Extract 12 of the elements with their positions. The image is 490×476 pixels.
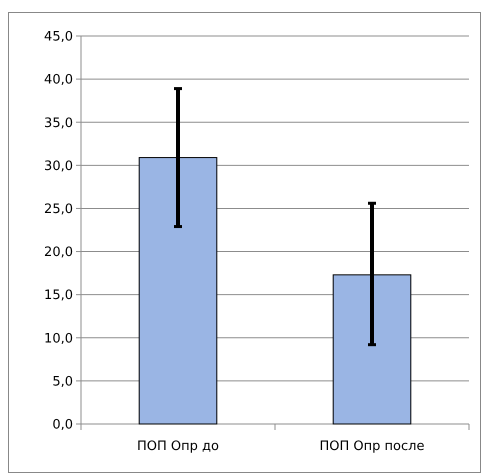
y-tick-label: 15,0 xyxy=(44,288,73,304)
y-tick-label: 35,0 xyxy=(44,116,73,131)
y-tick-label: 40,0 xyxy=(44,72,73,88)
y-tick-label: 25,0 xyxy=(44,202,73,217)
y-tick-label: 5,0 xyxy=(52,374,73,390)
y-tick-label: 10,0 xyxy=(44,331,73,346)
y-tick-label: 45,0 xyxy=(44,30,73,45)
x-tick-label: ПОП Опр до xyxy=(137,439,220,454)
y-tick-label: 20,0 xyxy=(44,245,73,260)
x-tick-label: ПОП Опр после xyxy=(320,439,424,454)
y-tick-label: 0,0 xyxy=(52,418,73,433)
y-tick-label: 30,0 xyxy=(44,158,73,174)
